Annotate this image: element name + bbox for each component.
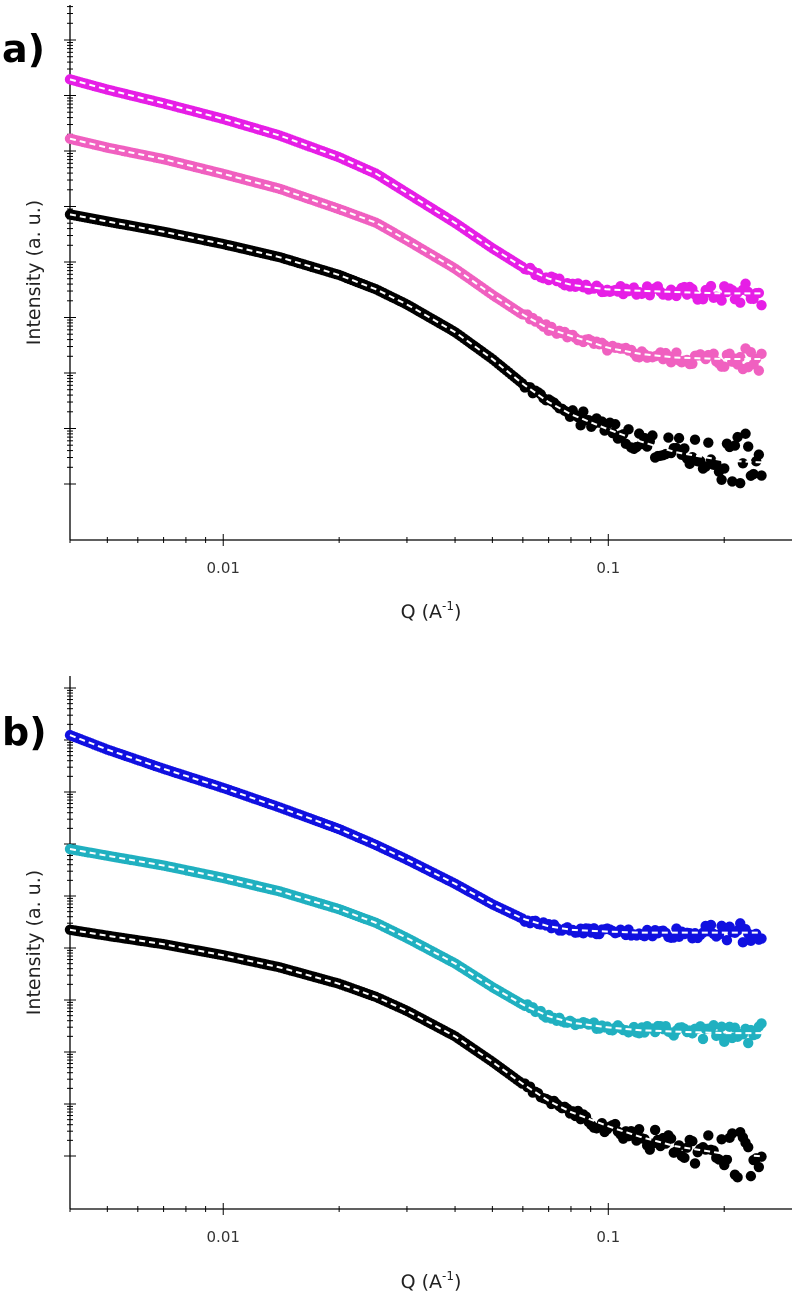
- data-point: [756, 933, 767, 944]
- data-point: [689, 1158, 701, 1169]
- data-point: [647, 430, 658, 441]
- data-point: [737, 937, 749, 948]
- data-point: [719, 361, 730, 372]
- data-point: [727, 476, 738, 487]
- data-point: [700, 461, 711, 472]
- data-point: [729, 440, 741, 451]
- data-point: [697, 1033, 709, 1045]
- data-point: [705, 280, 717, 292]
- fit-curve: [69, 213, 762, 464]
- data-point: [756, 470, 767, 481]
- panel-a: 0.01 0.1 Q (A-1) Intensity (a. u.) a): [2, 5, 792, 623]
- data-point: [743, 1141, 754, 1153]
- data-point: [743, 441, 754, 452]
- data-point: [673, 432, 685, 444]
- data-point: [745, 1170, 757, 1182]
- data-point: [705, 919, 717, 931]
- data-point: [756, 299, 767, 311]
- panel-label: b): [2, 710, 47, 754]
- series-1: [64, 133, 767, 376]
- data-point: [756, 1018, 767, 1029]
- data-point: [732, 431, 743, 443]
- data-point: [673, 1140, 685, 1151]
- data-point: [721, 1154, 733, 1165]
- series-0: [64, 74, 767, 311]
- data-point: [716, 295, 727, 306]
- data-point: [719, 463, 730, 474]
- fit-curve: [69, 848, 762, 1035]
- panel-label: a): [2, 27, 45, 71]
- fit-curve: [69, 137, 762, 360]
- data-point: [756, 1151, 767, 1162]
- data-point: [732, 1172, 743, 1183]
- x-tick-label: 0.1: [596, 1228, 620, 1246]
- data-point: [649, 1124, 661, 1136]
- data-point: [743, 1037, 754, 1049]
- data-point: [716, 1134, 727, 1145]
- data-point: [735, 477, 746, 489]
- x-tick-label: 0.01: [207, 559, 240, 577]
- y-axis-title: Intensity (a. u.): [23, 200, 45, 345]
- y-axis-title: Intensity (a. u.): [23, 870, 45, 1015]
- series-1: [64, 843, 767, 1049]
- data-point: [687, 358, 698, 370]
- axes: 0.01 0.1: [64, 5, 792, 577]
- data-point: [753, 1161, 765, 1173]
- fit-curve: [69, 78, 762, 295]
- data-point: [633, 1123, 645, 1135]
- data-point: [687, 1135, 698, 1147]
- x-tick-label: 0.01: [207, 1228, 240, 1246]
- series-2: [64, 924, 767, 1183]
- axes: 0.01 0.1: [64, 676, 792, 1246]
- data-point: [716, 1021, 727, 1032]
- data-point: [716, 474, 727, 486]
- data-point: [703, 1130, 714, 1141]
- data-point: [663, 432, 674, 443]
- data-point: [753, 449, 765, 460]
- data-point: [610, 419, 621, 430]
- series-2: [64, 209, 767, 489]
- data-point: [748, 468, 759, 480]
- data-point: [740, 428, 751, 439]
- data-point: [753, 365, 765, 376]
- data-point: [679, 443, 690, 454]
- x-axis-title: Q (A-1): [401, 599, 462, 623]
- fit-curve: [69, 928, 762, 1158]
- data-point: [735, 351, 746, 363]
- data-point: [679, 1152, 690, 1164]
- fit-curve: [69, 734, 762, 934]
- data-point: [703, 437, 714, 448]
- data-point: [727, 1128, 738, 1139]
- data-point: [756, 348, 767, 360]
- panel-b: 0.01 0.1 Q (A-1) Intensity (a. u.) b): [2, 676, 792, 1293]
- data-point: [735, 297, 746, 308]
- data-point: [665, 1133, 677, 1144]
- data-point: [623, 424, 634, 435]
- data-point: [708, 1020, 719, 1031]
- x-tick-label: 0.1: [596, 559, 620, 577]
- data-point: [578, 406, 589, 417]
- data-point: [671, 347, 682, 358]
- data-point: [689, 434, 701, 445]
- data-point: [740, 278, 751, 289]
- data-point: [737, 458, 749, 469]
- series-0: [64, 729, 767, 948]
- data-point: [721, 935, 733, 946]
- data-point: [711, 458, 722, 469]
- x-axis-title: Q (A-1): [401, 1269, 462, 1293]
